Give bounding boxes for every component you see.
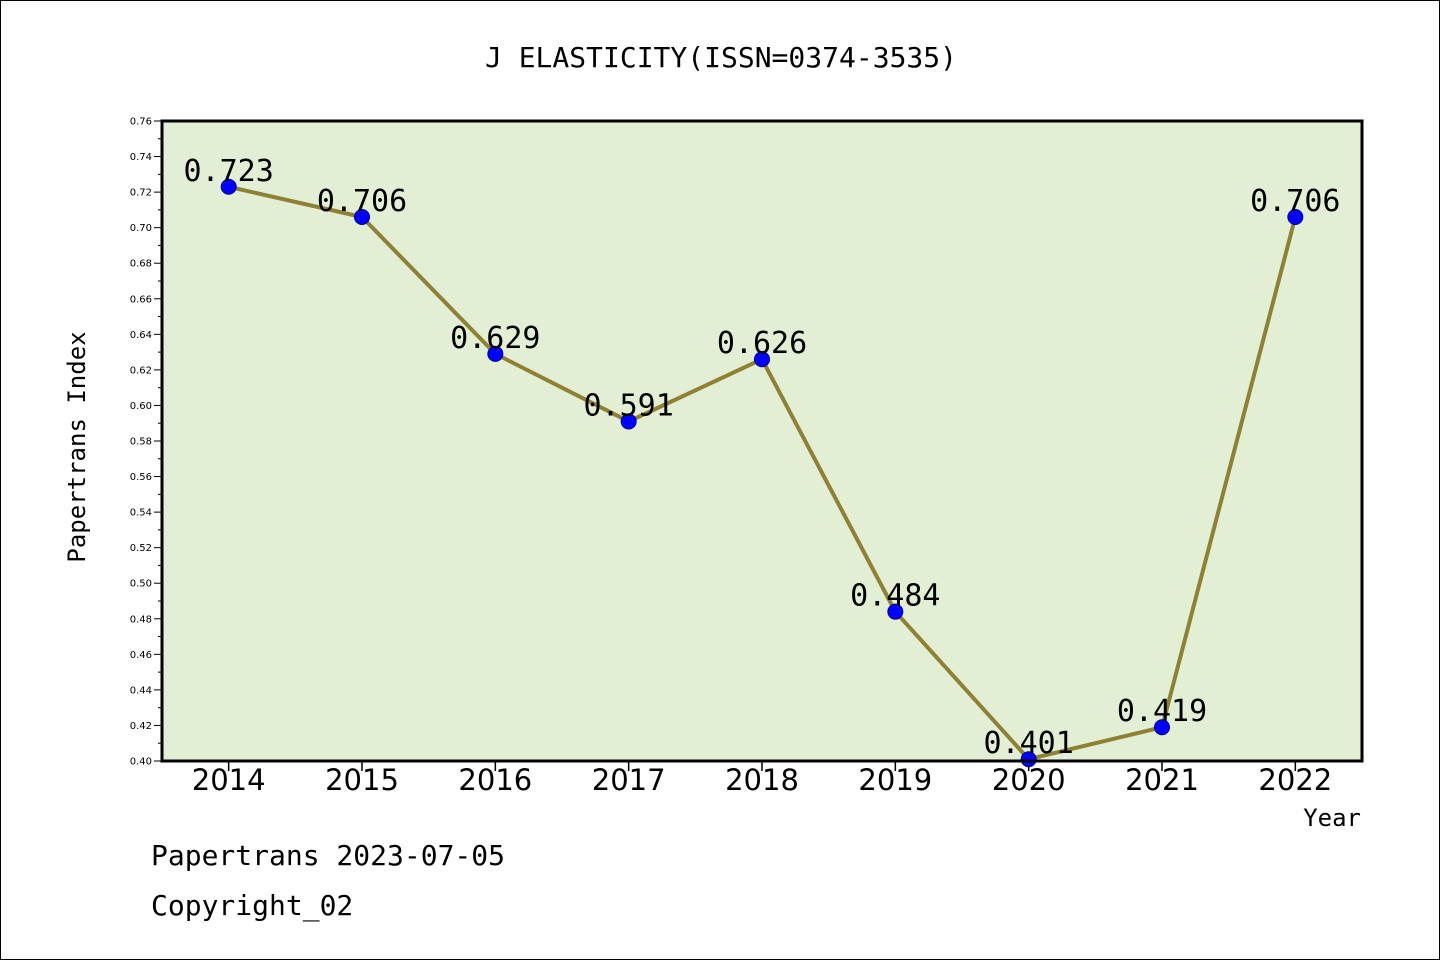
plot-border — [160, 119, 1364, 763]
y-tick-label: 0.66 — [130, 294, 152, 305]
y-tick-label: 0.68 — [130, 259, 152, 270]
y-tick-label: 0.76 — [130, 117, 152, 128]
y-tick-label: 0.46 — [130, 650, 152, 661]
plot-area — [162, 121, 1362, 761]
data-point — [1020, 751, 1037, 768]
y-axis-ticks: 0.40 0.42 0.44 0.46 0.48 0.50 0.52 0.54 0.56 0.58… — [130, 117, 162, 768]
data-labels-group: 0.723 0.706 0.629 0.591 0.626 0.484 0.401 0.419… — [184, 154, 1341, 761]
data-point — [220, 178, 237, 195]
x-tick-label: 2018 — [725, 763, 799, 797]
data-point — [354, 209, 370, 225]
footer-copyright: Copyright_02 — [151, 889, 353, 923]
y-tick-label: 0.50 — [130, 579, 152, 590]
series-line-group — [220, 178, 1304, 768]
x-tick-label: 2021 — [1125, 763, 1199, 797]
y-tick-label: 0.56 — [130, 472, 152, 483]
data-label: 0.629 — [450, 321, 540, 356]
footer-date: Papertrans 2023-07-05 — [151, 839, 505, 872]
x-tick-label: 2015 — [325, 763, 399, 797]
data-label: 0.419 — [1117, 694, 1207, 729]
data-label: 0.591 — [584, 388, 674, 423]
data-point — [1154, 719, 1170, 736]
data-label: 0.723 — [184, 154, 274, 189]
x-tick-label: 2014 — [192, 763, 266, 797]
x-tick-label: 2020 — [992, 763, 1066, 797]
data-point — [754, 351, 770, 368]
y-axis-label: Papertrans Index — [63, 331, 91, 562]
data-label: 0.401 — [984, 726, 1074, 761]
data-point — [620, 413, 637, 430]
x-tick-label: 2017 — [592, 763, 666, 797]
x-axis-label: Year — [1303, 804, 1361, 832]
y-tick-label: 0.42 — [130, 721, 152, 732]
data-point — [1287, 209, 1304, 225]
y-tick-label: 0.44 — [130, 685, 152, 696]
y-tick-label: 0.62 — [130, 365, 152, 376]
chart-title: J ELASTICITY(ISSN=0374-3535) — [485, 41, 957, 74]
y-tick-label: 0.40 — [130, 757, 152, 768]
y-tick-label: 0.70 — [130, 223, 152, 234]
y-tick-label: 0.72 — [130, 188, 152, 199]
data-point — [487, 345, 504, 362]
y-tick-label: 0.60 — [130, 401, 152, 412]
x-tick-label: 2016 — [458, 763, 532, 797]
y-tick-label: 0.52 — [130, 543, 152, 554]
data-label: 0.484 — [850, 579, 940, 614]
data-label: 0.706 — [1250, 184, 1340, 219]
data-label: 0.706 — [317, 184, 407, 219]
y-tick-label: 0.74 — [130, 152, 152, 163]
x-axis-ticks: 2014 2015 2016 2017 2018 2019 2020 2021 2022 — [192, 761, 1332, 797]
x-tick-label: 2022 — [1258, 763, 1332, 797]
y-tick-label: 0.64 — [130, 330, 152, 341]
y-tick-label: 0.54 — [130, 508, 152, 519]
data-point — [887, 603, 904, 620]
data-label: 0.626 — [717, 326, 807, 361]
x-tick-label: 2019 — [858, 763, 932, 797]
y-tick-label: 0.58 — [130, 437, 152, 448]
y-tick-label: 0.48 — [130, 614, 152, 625]
